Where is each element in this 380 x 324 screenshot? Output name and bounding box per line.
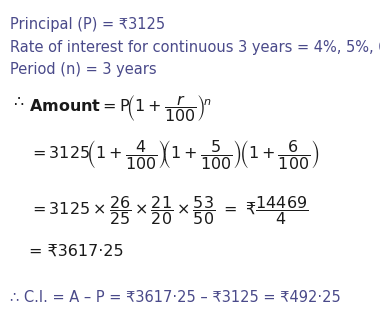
- Text: $= 3125\times\dfrac{26}{25}\times\dfrac{21}{20}\times\dfrac{53}{50}\ =\ $₹$\dfra: $= 3125\times\dfrac{26}{25}\times\dfrac{…: [28, 194, 308, 227]
- Text: ∴ C.I. = A – P = ₹3617·25 – ₹3125 = ₹492·25: ∴ C.I. = A – P = ₹3617·25 – ₹3125 = ₹492…: [10, 291, 340, 306]
- Text: = ₹3617·25: = ₹3617·25: [28, 244, 123, 259]
- Text: $= 3125\!\left(1+\dfrac{4}{100}\right)\!\!\left(1+\dfrac{5}{100}\right)\!\left(1: $= 3125\!\left(1+\dfrac{4}{100}\right)\!…: [28, 138, 319, 171]
- Text: Period (n) = 3 years: Period (n) = 3 years: [10, 63, 156, 77]
- Text: $\mathbf{Amount} = \mathrm{P}\!\left(1+\dfrac{r}{100}\right)^{\!n}$: $\mathbf{Amount} = \mathrm{P}\!\left(1+\…: [28, 93, 211, 124]
- Text: Principal (P) = ₹3125: Principal (P) = ₹3125: [10, 17, 165, 32]
- Text: $\therefore$: $\therefore$: [10, 93, 24, 108]
- Text: Rate of interest for continuous 3 years = 4%, 5%, 6%: Rate of interest for continuous 3 years …: [10, 40, 380, 55]
